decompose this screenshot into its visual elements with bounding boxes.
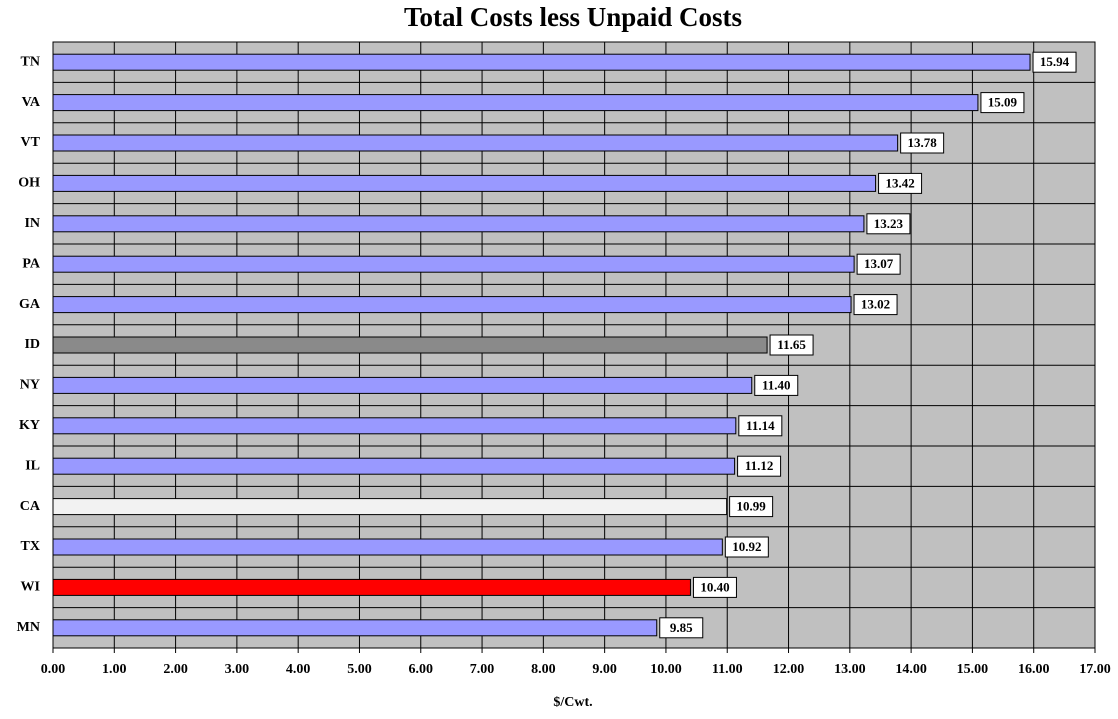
value-label: 15.09 bbox=[988, 95, 1018, 110]
y-tick-label: ID bbox=[24, 337, 40, 352]
value-label-box bbox=[724, 536, 769, 558]
y-tick-label: TN bbox=[21, 54, 40, 69]
value-label-box bbox=[692, 576, 737, 598]
x-tick-label: 5.00 bbox=[347, 662, 372, 677]
x-tick-label: 3.00 bbox=[225, 662, 250, 677]
x-tick-label: 11.00 bbox=[712, 662, 743, 677]
value-label-box bbox=[754, 374, 799, 396]
y-tick-label: TX bbox=[21, 539, 40, 554]
y-tick-label: NY bbox=[20, 378, 40, 393]
x-tick-label: 17.00 bbox=[1079, 662, 1111, 677]
bar bbox=[52, 538, 723, 556]
y-tick-label: VT bbox=[21, 135, 41, 150]
bar bbox=[52, 498, 728, 516]
y-tick-label: VA bbox=[22, 95, 41, 110]
x-tick-label: 1.00 bbox=[102, 662, 127, 677]
x-tick-label: 4.00 bbox=[286, 662, 311, 677]
x-tick-label: 9.00 bbox=[592, 662, 617, 677]
value-label-box bbox=[769, 334, 814, 356]
value-label-box bbox=[737, 455, 782, 477]
value-label-box bbox=[866, 213, 911, 235]
value-label: 15.94 bbox=[1040, 54, 1070, 69]
bar bbox=[52, 174, 877, 192]
value-label-box bbox=[878, 172, 923, 194]
bar bbox=[52, 376, 753, 394]
bar bbox=[52, 578, 691, 596]
x-tick-label: 7.00 bbox=[470, 662, 495, 677]
value-label-box bbox=[900, 132, 945, 154]
value-label-box bbox=[856, 253, 901, 275]
x-tick-label: 15.00 bbox=[957, 662, 989, 677]
x-tick-label: 16.00 bbox=[1018, 662, 1050, 677]
y-tick-label: WI bbox=[21, 580, 40, 595]
value-label: 10.99 bbox=[736, 499, 766, 514]
value-label: 11.65 bbox=[777, 337, 806, 352]
x-tick-label: 13.00 bbox=[834, 662, 866, 677]
x-tick-label: 14.00 bbox=[895, 662, 927, 677]
bar bbox=[52, 215, 865, 233]
x-tick-label: 2.00 bbox=[163, 662, 188, 677]
value-label: 11.14 bbox=[746, 418, 775, 433]
bar bbox=[52, 619, 658, 637]
y-tick-label: PA bbox=[22, 256, 41, 271]
x-tick-label: 10.00 bbox=[650, 662, 682, 677]
value-label: 13.07 bbox=[864, 256, 894, 271]
bar bbox=[52, 296, 852, 314]
x-tick-label: 12.00 bbox=[773, 662, 805, 677]
y-tick-label: OH bbox=[18, 176, 40, 191]
y-tick-label: KY bbox=[19, 418, 40, 433]
value-label-box bbox=[729, 496, 774, 518]
y-tick-label: CA bbox=[20, 499, 41, 514]
bar bbox=[52, 94, 979, 112]
y-tick-label: IL bbox=[25, 458, 40, 473]
bar bbox=[52, 53, 1031, 71]
x-tick-label: 8.00 bbox=[531, 662, 556, 677]
bar bbox=[52, 457, 736, 475]
chart-title: Total Costs less Unpaid Costs bbox=[404, 2, 742, 32]
value-label: 13.02 bbox=[861, 297, 890, 312]
value-label-box bbox=[980, 92, 1025, 114]
value-label: 13.23 bbox=[874, 216, 904, 231]
value-label: 10.92 bbox=[732, 539, 761, 554]
y-tick-label: IN bbox=[24, 216, 40, 231]
value-label-box bbox=[659, 617, 704, 639]
value-label: 11.12 bbox=[745, 458, 774, 473]
x-tick-label: 0.00 bbox=[41, 662, 66, 677]
value-label: 13.78 bbox=[908, 135, 938, 150]
bar bbox=[52, 417, 737, 435]
bar bbox=[52, 255, 855, 273]
value-label-box bbox=[738, 415, 783, 437]
bar bbox=[52, 336, 768, 354]
x-tick-label: 6.00 bbox=[409, 662, 434, 677]
value-label: 11.40 bbox=[762, 377, 791, 392]
y-tick-label: GA bbox=[19, 297, 41, 312]
x-axis-label: $/Cwt. bbox=[553, 695, 592, 710]
value-label-box bbox=[853, 294, 898, 316]
bar bbox=[52, 134, 899, 152]
value-label: 9.85 bbox=[670, 620, 693, 635]
y-tick-label: MN bbox=[17, 620, 40, 635]
value-label-box bbox=[1032, 51, 1077, 73]
value-label: 10.40 bbox=[700, 579, 729, 594]
value-label: 13.42 bbox=[885, 175, 914, 190]
